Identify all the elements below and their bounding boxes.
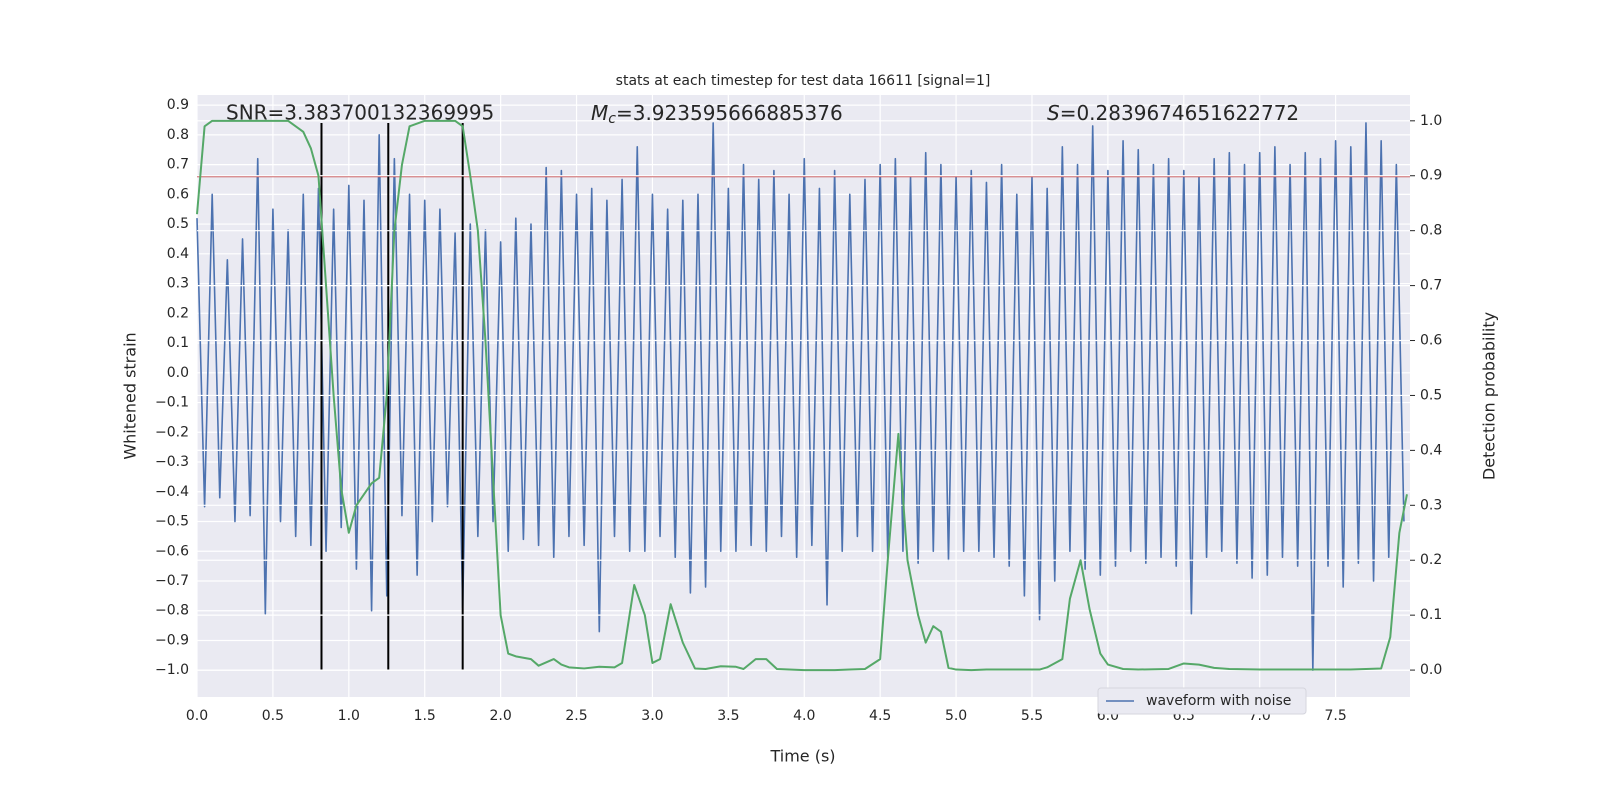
x-tick-label: 3.0 xyxy=(641,708,663,724)
y2-tick-label: 0.2 xyxy=(1420,552,1442,568)
y-tick-label: 0.4 xyxy=(167,246,189,262)
x-tick-label: 5.0 xyxy=(945,708,967,724)
y-tick-label: 0.5 xyxy=(167,216,189,232)
x-tick-label: 0.0 xyxy=(186,708,208,724)
y-tick-label: 0.3 xyxy=(167,276,189,292)
y-tick-label: −0.1 xyxy=(155,395,189,411)
y-axis-label: Whitened strain xyxy=(121,332,140,459)
y-tick-label: −0.3 xyxy=(155,454,189,470)
x-tick-label: 5.5 xyxy=(1021,708,1043,724)
chart-title: stats at each timestep for test data 166… xyxy=(616,73,991,89)
annotation-value: =3.923595666885376 xyxy=(616,101,843,125)
annotation-symbol: M xyxy=(591,101,608,125)
y-tick-label: −0.2 xyxy=(155,424,189,440)
y2-tick-label: 0.6 xyxy=(1420,333,1442,349)
x-tick-label: 2.0 xyxy=(489,708,511,724)
x-tick-label: 3.5 xyxy=(717,708,739,724)
data-line xyxy=(196,119,1408,672)
y-tick-label: −0.4 xyxy=(155,484,189,500)
x-tick-label: 2.5 xyxy=(565,708,587,724)
x-tick-label: 1.0 xyxy=(338,708,360,724)
annotation: S=0.2839674651622772 xyxy=(1047,101,1299,125)
plot-content xyxy=(196,95,1410,697)
y-tick-label: 0.0 xyxy=(167,365,189,381)
y2-tick-label: 0.8 xyxy=(1420,223,1442,239)
legend-label: waveform with noise xyxy=(1146,693,1291,709)
y-tick-label: 0.9 xyxy=(167,97,189,113)
y-tick-label: −0.8 xyxy=(155,603,189,619)
x-tick-label: 7.5 xyxy=(1324,708,1346,724)
annotation-value: =0.2839674651622772 xyxy=(1060,101,1299,125)
x-axis-label: Time (s) xyxy=(769,747,835,766)
y-tick-label: 0.2 xyxy=(167,305,189,321)
y-tick-label: 0.7 xyxy=(167,157,189,173)
annotation: Mc=3.923595666885376 xyxy=(591,101,843,128)
x-tick-label: 4.0 xyxy=(793,708,815,724)
y2-tick-label: 0.1 xyxy=(1420,607,1442,623)
y-tick-label: 0.1 xyxy=(167,335,189,351)
y-tick-label: −0.7 xyxy=(155,573,189,589)
annotation-subscript: c xyxy=(608,111,616,127)
x-tick-label: 0.5 xyxy=(262,708,284,724)
y2-tick-label: 0.9 xyxy=(1420,168,1442,184)
y-tick-label: 0.8 xyxy=(167,127,189,143)
x-tick-label: 4.5 xyxy=(869,708,891,724)
y-tick-label: −0.6 xyxy=(155,543,189,559)
y-tick-label: −1.0 xyxy=(155,662,189,678)
y2-tick-label: 0.7 xyxy=(1420,278,1442,294)
data-line xyxy=(196,122,1405,672)
y2-tick-label: 0.4 xyxy=(1420,442,1442,458)
annotation: SNR=3.383700132369995 xyxy=(226,101,494,125)
legend: waveform with noise xyxy=(1097,687,1307,715)
y-tick-label: 0.6 xyxy=(167,186,189,202)
annotation-symbol: S xyxy=(1047,101,1060,125)
y2-tick-label: 0.5 xyxy=(1420,387,1442,403)
x-tick-label: 1.5 xyxy=(414,708,436,724)
y2-tick-label: 0.0 xyxy=(1420,662,1442,678)
y-tick-label: −0.5 xyxy=(155,514,189,530)
y2-tick-label: 0.3 xyxy=(1420,497,1442,513)
legend-box xyxy=(1097,687,1307,715)
y2-tick-label: 1.0 xyxy=(1420,113,1442,129)
y2-axis-label: Detection probability xyxy=(1480,312,1499,480)
y-tick-label: −0.9 xyxy=(155,632,189,648)
